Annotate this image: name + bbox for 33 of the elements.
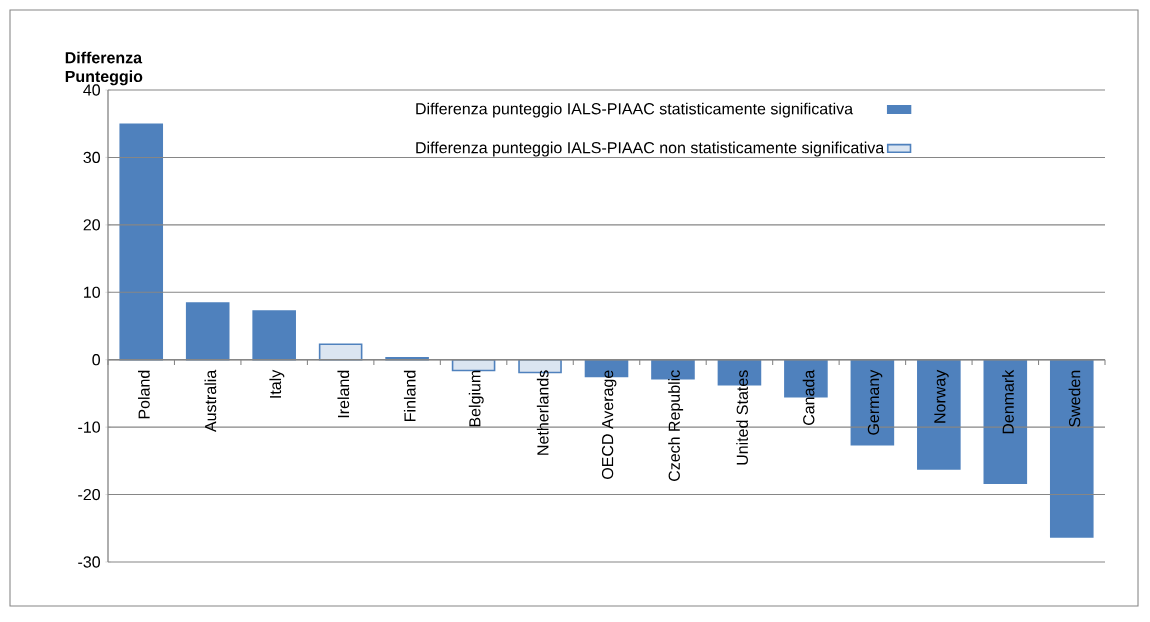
x-tick-label: Canada [802, 369, 815, 425]
y-axis-title: Differenza Punteggio [65, 51, 143, 86]
y-tick-label: -20 [78, 488, 100, 501]
x-tick-label: United States [736, 370, 748, 465]
legend-label: Differenza punteggio IALS-PIAAC non statisticamente significativa [416, 141, 885, 157]
x-tick-label: Ireland [337, 370, 350, 418]
y-tick-label: 30 [83, 151, 100, 164]
bar [1049, 358, 1094, 538]
x-tick-label: Belgium [468, 370, 484, 427]
x-tick-label: Germany [867, 369, 883, 435]
y-tick-label: 40 [83, 84, 100, 96]
bar [318, 343, 363, 361]
x-tick-label: Denmark [1002, 369, 1014, 434]
y-tick-label: 10 [84, 286, 100, 298]
x-tick-label: Finland [403, 370, 416, 421]
bar [252, 310, 296, 361]
legend-label: Differenza punteggio IALS-PIAAC statisticamente significativa [416, 102, 854, 118]
y-tick-label: -30 [78, 556, 100, 568]
x-tick-label: Italy [269, 369, 285, 398]
x-tick-label: Australia [204, 369, 217, 432]
y-tick-label: 20 [83, 219, 100, 231]
x-tick-label: Poland [138, 370, 150, 419]
x-tick-label: Norway [934, 369, 949, 423]
bar [185, 302, 230, 361]
bar [917, 358, 961, 470]
y-tick-label: -10 [78, 421, 100, 433]
bar [983, 358, 1028, 484]
bar [119, 123, 164, 361]
y-tick-label: 0 [92, 354, 101, 366]
x-tick-label: OECD Average [601, 370, 617, 479]
x-tick-label: Czech Republic [668, 370, 684, 481]
x-tick-label: Sweden [1068, 370, 1081, 427]
x-tick-label: Netherlands [536, 370, 549, 455]
